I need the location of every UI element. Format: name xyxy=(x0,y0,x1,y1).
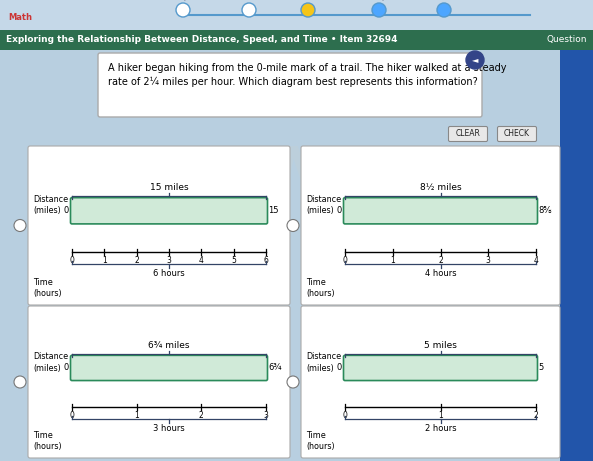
Text: 0: 0 xyxy=(337,206,342,215)
Circle shape xyxy=(287,219,299,231)
Circle shape xyxy=(437,3,451,17)
Text: 0: 0 xyxy=(64,363,69,372)
Text: 6¾: 6¾ xyxy=(268,363,282,372)
Text: 6¾ miles: 6¾ miles xyxy=(148,341,190,350)
FancyBboxPatch shape xyxy=(448,126,487,142)
Text: 15: 15 xyxy=(268,206,279,215)
Text: 0: 0 xyxy=(343,411,347,420)
FancyBboxPatch shape xyxy=(343,355,537,380)
Text: 6 hours: 6 hours xyxy=(153,269,185,278)
Text: A hiker began hiking from the 0-mile mark of a trail. The hiker walked at a stea: A hiker began hiking from the 0-mile mar… xyxy=(108,63,506,73)
Text: 1: 1 xyxy=(102,256,107,265)
Text: 8½ miles: 8½ miles xyxy=(420,183,461,192)
Text: 3: 3 xyxy=(263,411,269,420)
Circle shape xyxy=(176,3,190,17)
Text: 3 hours: 3 hours xyxy=(153,424,185,433)
FancyBboxPatch shape xyxy=(301,146,560,305)
Text: Question: Question xyxy=(547,35,587,45)
Circle shape xyxy=(242,3,256,17)
Text: Time
(hours): Time (hours) xyxy=(306,431,334,451)
Circle shape xyxy=(466,51,484,69)
Text: 0: 0 xyxy=(337,363,342,372)
Text: Pre-Quiz: Pre-Quiz xyxy=(170,0,196,1)
Text: Time
(hours): Time (hours) xyxy=(33,431,62,451)
Text: 5: 5 xyxy=(231,256,236,265)
Text: 4: 4 xyxy=(534,256,538,265)
Text: 4 hours: 4 hours xyxy=(425,269,456,278)
Text: CHECK: CHECK xyxy=(504,130,530,138)
Bar xyxy=(560,50,593,461)
Text: 2: 2 xyxy=(134,256,139,265)
Text: Distance
(miles): Distance (miles) xyxy=(306,352,341,372)
Bar xyxy=(0,30,593,50)
FancyBboxPatch shape xyxy=(28,146,290,305)
Text: 3: 3 xyxy=(486,256,490,265)
FancyBboxPatch shape xyxy=(301,306,560,458)
FancyBboxPatch shape xyxy=(498,126,537,142)
Text: Time
(hours): Time (hours) xyxy=(33,278,62,298)
Text: THINK: THINK xyxy=(173,143,367,197)
Text: 5: 5 xyxy=(538,363,543,372)
Text: Exploring the Relationship Between Distance, Speed, and Time • Item 32694: Exploring the Relationship Between Dista… xyxy=(6,35,397,45)
Text: Post-Quiz: Post-Quiz xyxy=(364,0,394,1)
Text: 0: 0 xyxy=(64,206,69,215)
Text: 1: 1 xyxy=(134,411,139,420)
Text: 5 miles: 5 miles xyxy=(424,341,457,350)
Text: ◄: ◄ xyxy=(472,55,478,65)
FancyBboxPatch shape xyxy=(71,198,267,224)
Text: 0: 0 xyxy=(69,411,75,420)
Circle shape xyxy=(14,219,26,231)
FancyBboxPatch shape xyxy=(28,306,290,458)
Text: 15 miles: 15 miles xyxy=(149,183,189,192)
Text: 3: 3 xyxy=(84,146,146,234)
FancyBboxPatch shape xyxy=(343,198,537,224)
Text: Distance
(miles): Distance (miles) xyxy=(33,352,68,372)
Circle shape xyxy=(372,3,386,17)
Text: 0: 0 xyxy=(343,256,347,265)
Text: Finish: Finish xyxy=(435,0,453,1)
Text: Time
(hours): Time (hours) xyxy=(306,278,334,298)
Text: Distance
(miles): Distance (miles) xyxy=(306,195,341,215)
Circle shape xyxy=(301,3,315,17)
Text: 0: 0 xyxy=(69,256,75,265)
Text: rate of 2¼ miles per hour. Which diagram best represents this information?: rate of 2¼ miles per hour. Which diagram… xyxy=(108,77,478,87)
Circle shape xyxy=(287,376,299,388)
Text: 2: 2 xyxy=(438,256,443,265)
Text: 2: 2 xyxy=(534,411,538,420)
Text: Guided: Guided xyxy=(238,0,260,1)
FancyBboxPatch shape xyxy=(71,355,267,380)
Text: Distance
(miles): Distance (miles) xyxy=(33,195,68,215)
FancyBboxPatch shape xyxy=(98,53,482,117)
Text: 2: 2 xyxy=(199,411,204,420)
Text: 4: 4 xyxy=(199,256,204,265)
Text: Math: Math xyxy=(8,13,32,23)
Text: 1: 1 xyxy=(390,256,395,265)
Circle shape xyxy=(14,376,26,388)
Text: 2 hours: 2 hours xyxy=(425,424,456,433)
Text: 1: 1 xyxy=(438,411,443,420)
Text: CLEAR: CLEAR xyxy=(455,130,480,138)
Text: 6: 6 xyxy=(263,256,269,265)
Text: Practice: Practice xyxy=(295,0,321,1)
Text: 3: 3 xyxy=(167,256,171,265)
Text: 8⅝: 8⅝ xyxy=(538,206,551,215)
Bar xyxy=(0,0,593,30)
